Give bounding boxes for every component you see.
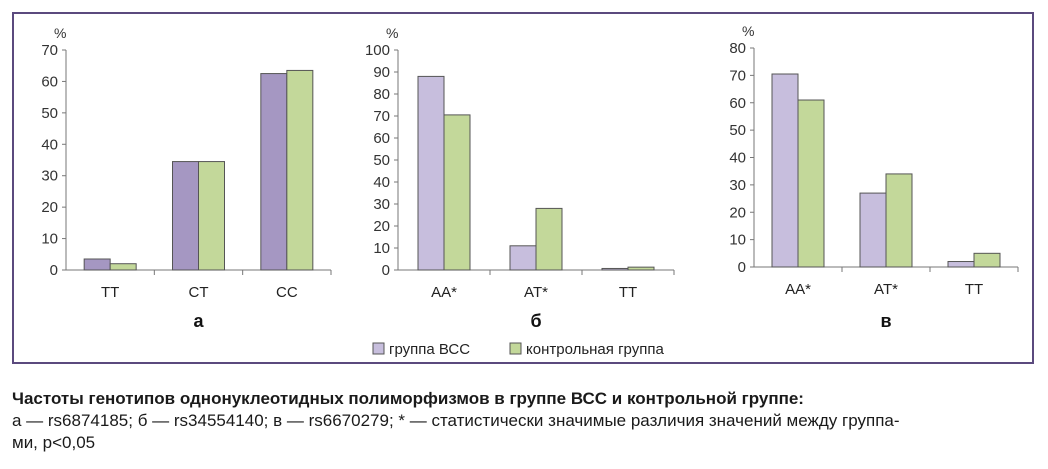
y-tick-label: 50 — [729, 122, 746, 139]
y-tick-label: 80 — [373, 86, 390, 103]
y-unit-label: % — [54, 25, 66, 41]
x-category-label: TT — [965, 281, 983, 298]
y-tick-label: 40 — [41, 136, 58, 153]
y-tick-label: 100 — [365, 42, 390, 59]
y-tick-label: 20 — [41, 199, 58, 216]
bar-series2-tt — [627, 266, 655, 271]
chart-panel-2: % 0 10 20 30 40 50 60 70 80 90 100 AA* AT* TT б — [365, 25, 675, 331]
caption-body-line2: ми, p<0,05 — [12, 433, 96, 452]
bar-series2-at-star — [535, 207, 563, 271]
figure-frame: % 0 10 20 30 40 50 60 70 TT CT CC а% 0 10 20 30 40 50 60 70 8… — [12, 12, 1034, 364]
chart-panel-3: % 0 10 20 30 40 50 60 70 80 AA* AT* TT в — [729, 23, 1019, 331]
bar-series1-at-star — [859, 192, 887, 268]
x-category-label: AT* — [874, 281, 898, 298]
y-tick-label: 20 — [373, 218, 390, 235]
panel-label: б — [530, 311, 541, 331]
y-tick-label: 30 — [41, 168, 58, 185]
x-category-label: CC — [276, 284, 298, 301]
y-unit-label: % — [386, 25, 398, 41]
y-tick-label: 20 — [729, 204, 746, 221]
caption-title: Частоты генотипов однонуклеотидных полим… — [12, 389, 804, 408]
y-tick-label: 60 — [373, 130, 390, 147]
bar-series1-at-star — [509, 245, 537, 271]
x-category-label: TT — [101, 284, 119, 301]
y-tick-label: 30 — [373, 196, 390, 213]
legend: группа ВСС контрольная группа — [372, 341, 664, 358]
y-tick-label: 70 — [41, 42, 58, 59]
y-tick-label: 0 — [738, 259, 746, 276]
y-tick-label: 10 — [41, 231, 58, 248]
y-tick-label: 80 — [729, 40, 746, 57]
legend-swatch-series2 — [509, 342, 522, 355]
bar-series1-ct — [172, 161, 199, 271]
y-tick-label: 70 — [729, 67, 746, 84]
y-tick-label: 40 — [729, 150, 746, 167]
y-tick-label: 60 — [41, 73, 58, 90]
bar-series2-tt — [109, 263, 137, 271]
caption-body-line1: а — rs6874185; б — rs34554140; в — rs667… — [12, 411, 900, 430]
chart-panel-1: % 0 10 20 30 40 50 60 70 TT CT CC а — [41, 25, 332, 331]
x-category-label: TT — [619, 284, 637, 301]
y-tick-label: 50 — [41, 105, 58, 122]
legend-swatch-series1 — [372, 342, 385, 355]
panel-label: в — [880, 311, 891, 331]
y-tick-label: 10 — [373, 240, 390, 257]
bar-series1-tt — [83, 258, 111, 271]
bar-series2-cc — [286, 69, 314, 271]
figure-caption: Частоты генотипов однонуклеотидных полим… — [12, 388, 1038, 454]
y-tick-label: 70 — [373, 108, 390, 125]
y-tick-label: 40 — [373, 174, 390, 191]
x-category-label: CT — [189, 284, 209, 301]
y-tick-label: 30 — [729, 177, 746, 194]
y-tick-label: 0 — [382, 262, 390, 279]
bar-series2-aa-star — [443, 114, 471, 271]
panel-label: а — [193, 311, 204, 331]
y-tick-label: 90 — [373, 64, 390, 81]
y-tick-label: 0 — [50, 262, 58, 279]
y-tick-label: 60 — [729, 95, 746, 112]
y-tick-label: 10 — [729, 232, 746, 249]
bar-series1-tt — [947, 261, 975, 268]
x-category-label: AT* — [524, 284, 548, 301]
bar-series2-ct — [198, 161, 225, 271]
y-unit-label: % — [742, 23, 754, 39]
bar-series1-aa-star — [771, 73, 799, 268]
bar-series1-aa-star — [417, 75, 445, 271]
bar-series2-tt — [973, 252, 1001, 268]
x-category-label: AA* — [431, 284, 457, 301]
bar-series1-tt — [601, 267, 629, 271]
figure-charts: % 0 10 20 30 40 50 60 70 TT CT CC а% 0 10 20 30 40 50 60 70 8… — [41, 23, 1019, 358]
legend-label-series2: контрольная группа — [526, 341, 664, 358]
bar-series2-at-star — [885, 173, 913, 268]
legend-label-series1: группа ВСС — [389, 341, 470, 358]
bar-series2-aa-star — [797, 99, 825, 268]
bar-series1-cc — [260, 73, 288, 271]
y-tick-label: 50 — [373, 152, 390, 169]
x-category-label: AA* — [785, 281, 811, 298]
